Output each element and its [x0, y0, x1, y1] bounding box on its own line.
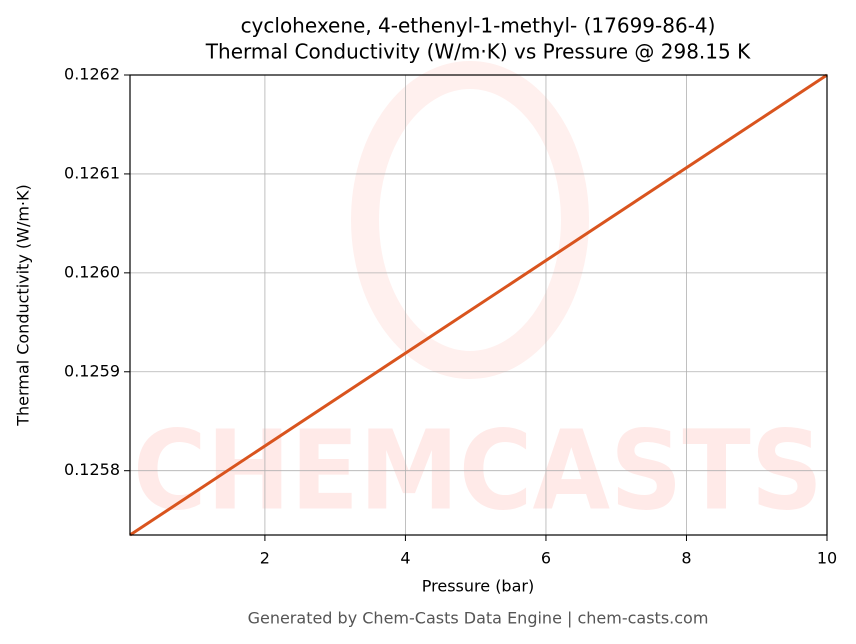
plot-frame: [129, 74, 828, 536]
y-tick-label: 0.1262: [64, 65, 120, 84]
chart-subtitle: Thermal Conductivity (W/m·K) vs Pressure…: [205, 40, 751, 64]
data-line: [129, 73, 828, 537]
chart-title: cyclohexene, 4-ethenyl-1-methyl- (17699-…: [241, 14, 716, 38]
y-tick-label: 0.1260: [64, 262, 120, 281]
y-tick-label: 0.1261: [64, 163, 120, 182]
x-axis-label: Pressure (bar): [422, 577, 534, 596]
y-axis-label: Thermal Conductivity (W/m·K): [14, 184, 33, 427]
footer: Generated by Chem-Casts Data Engine | ch…: [248, 609, 709, 628]
y-tick-label: 0.1258: [64, 460, 120, 479]
x-tick-label: 10: [817, 549, 837, 568]
x-tick-label: 8: [681, 549, 691, 568]
watermark: CHEMCASTS: [133, 406, 823, 534]
y-tick-label: 0.1259: [64, 361, 120, 380]
x-tick-label: 2: [260, 549, 270, 568]
x-tick-label: 4: [400, 549, 410, 568]
x-tick-label: 6: [541, 549, 551, 568]
